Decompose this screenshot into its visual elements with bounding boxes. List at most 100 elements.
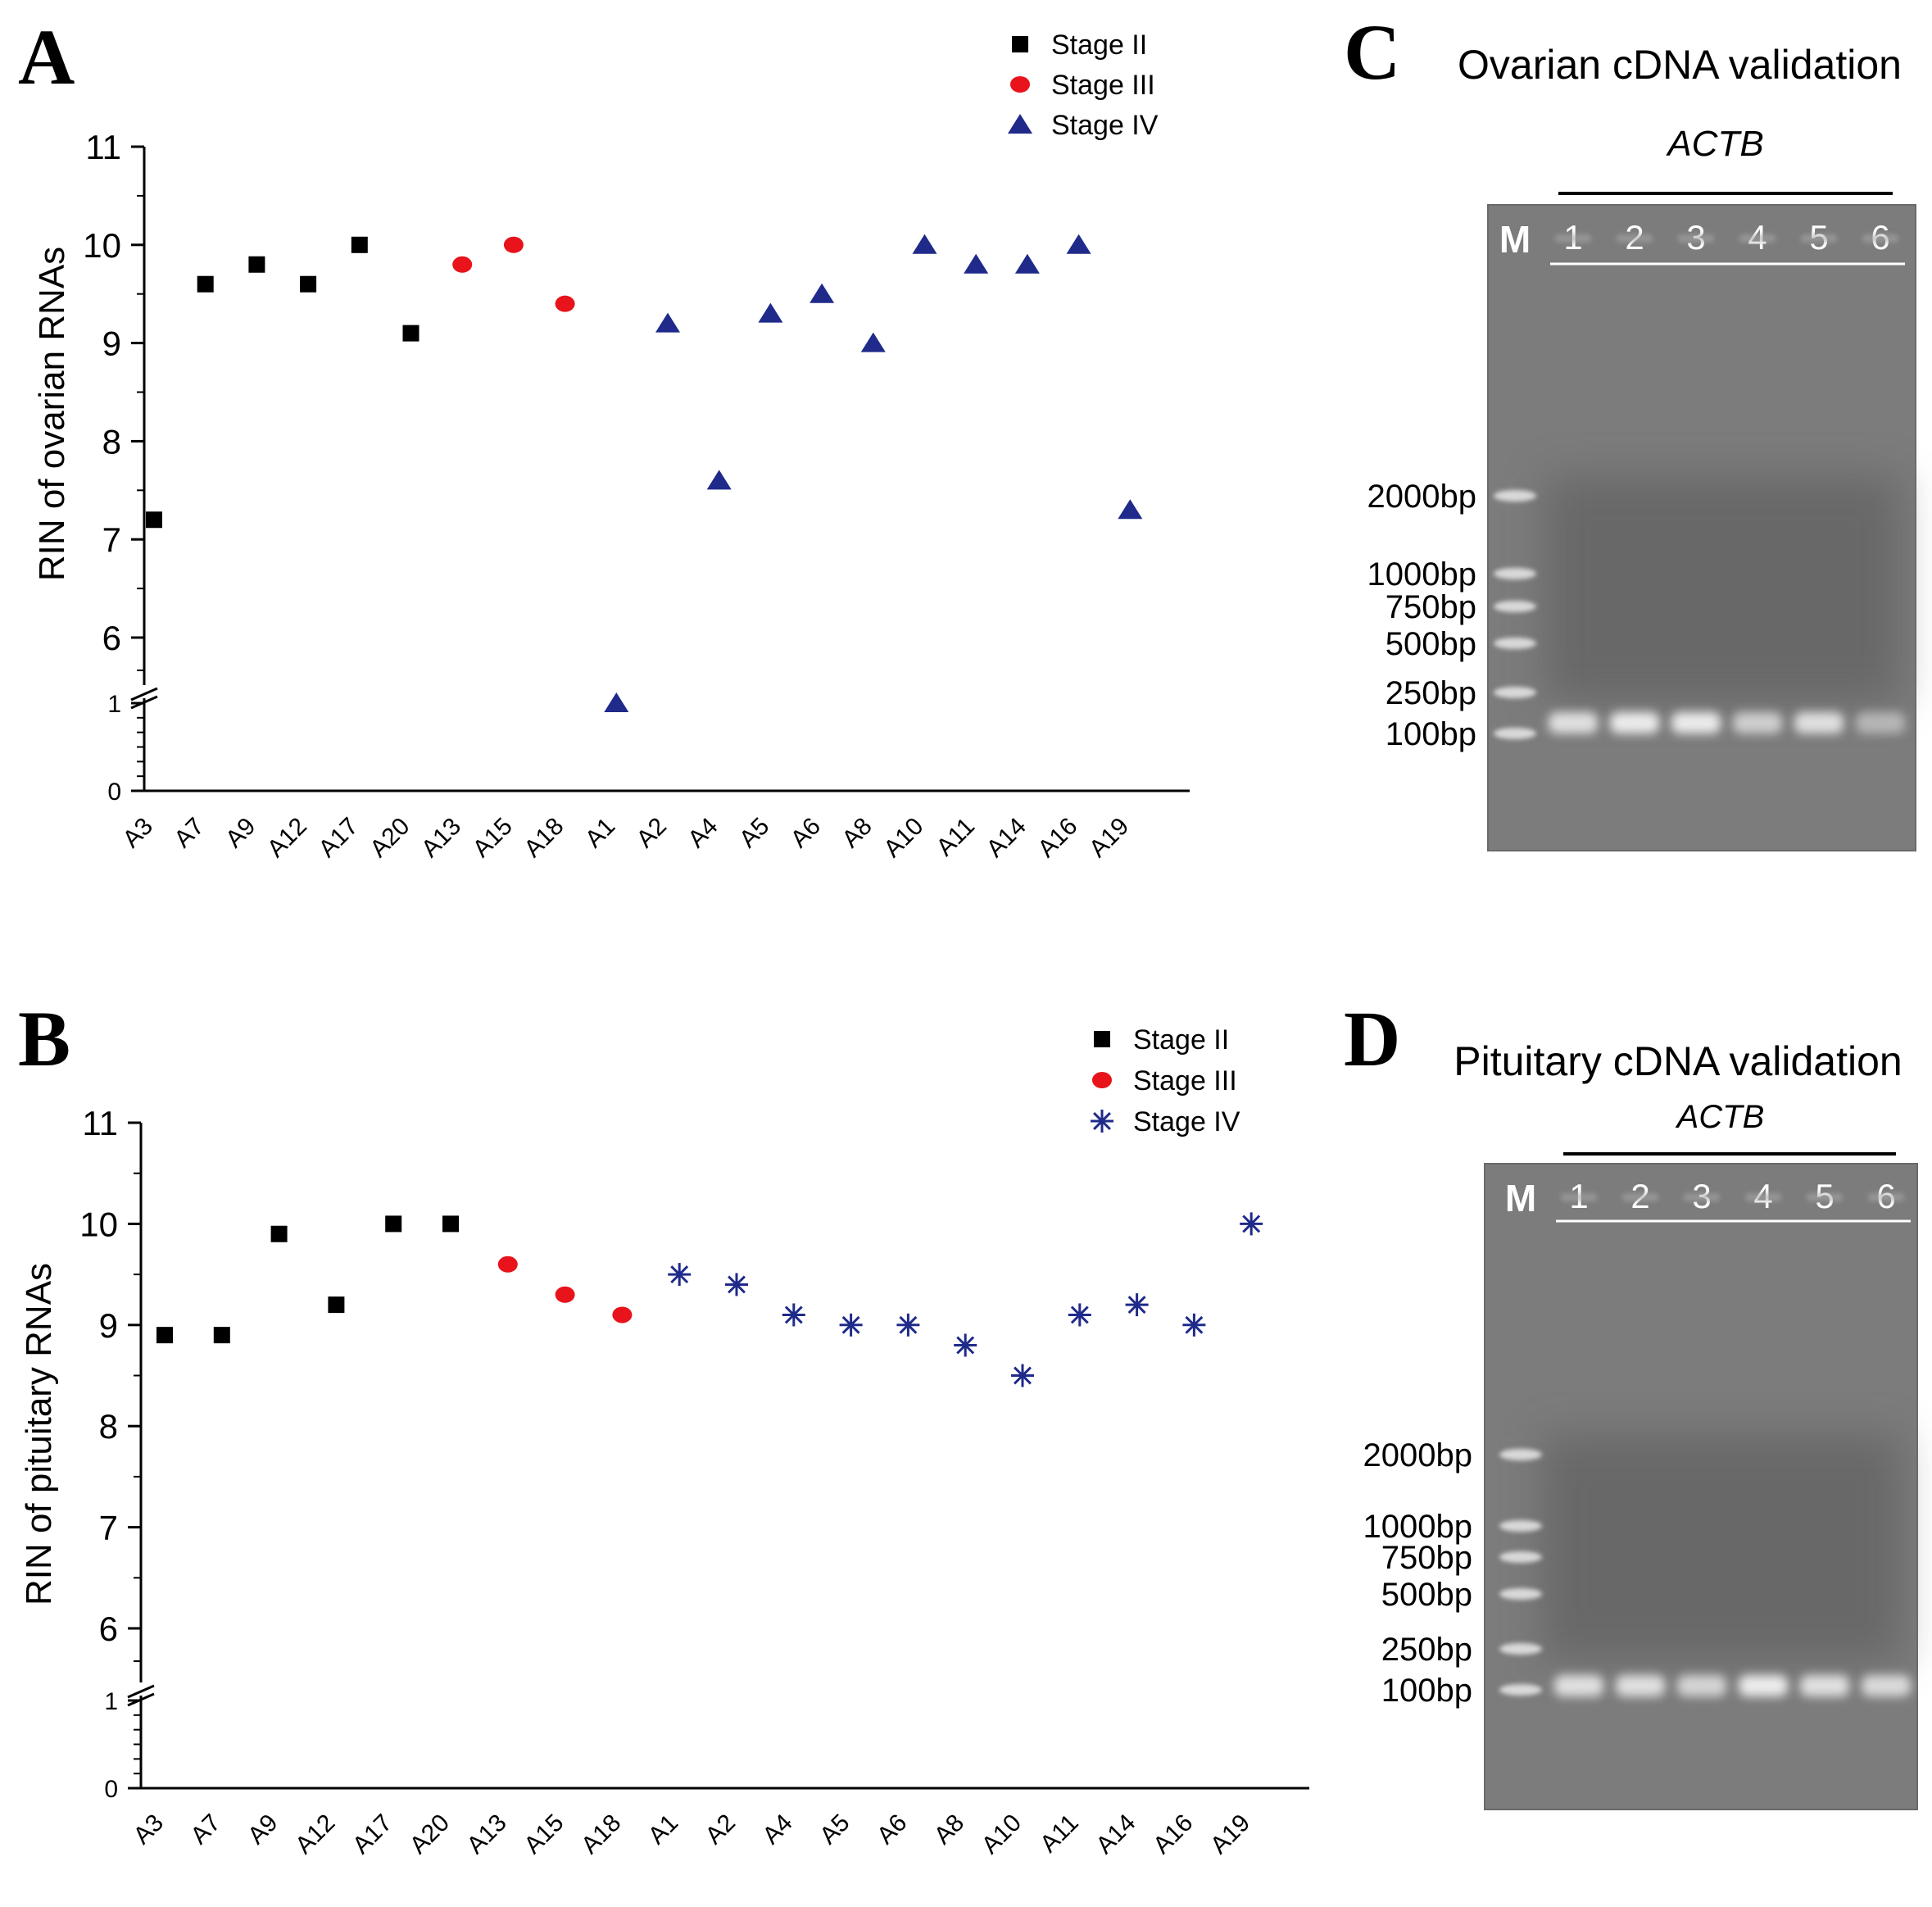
x-tick-label: A20	[405, 1809, 455, 1859]
ladder-band	[1499, 1551, 1542, 1563]
sample-band	[1677, 1675, 1726, 1696]
x-tick-label: A19	[1084, 813, 1134, 863]
legend-label: Stage IV	[1133, 1106, 1240, 1137]
axis-break-mark	[130, 687, 158, 702]
x-tick-label: A18	[576, 1809, 626, 1859]
ladder-band	[1494, 728, 1536, 739]
x-tick-label: A14	[1091, 1809, 1141, 1859]
ladder-label: 250bp	[1386, 675, 1476, 711]
gene-label-c: ACTB	[1665, 124, 1763, 164]
legend-marker	[1094, 1031, 1110, 1047]
y-tick-label: 1	[104, 1688, 118, 1715]
gel-title-c: Ovarian cDNA validation	[1458, 42, 1902, 88]
x-tick-label: A17	[347, 1809, 397, 1859]
ladder-band	[1499, 1684, 1542, 1696]
gel-border	[1484, 1163, 1918, 1810]
data-point	[1240, 1212, 1263, 1236]
x-tick-label: A5	[814, 1809, 855, 1850]
panel-label-b: B	[18, 995, 70, 1083]
ladder-band	[1499, 1643, 1542, 1655]
x-tick-label: A5	[734, 813, 774, 853]
data-point	[452, 256, 473, 273]
data-point	[758, 302, 783, 323]
ladder-band	[1499, 1588, 1542, 1600]
gel-panel-d: D Pituitary cDNA validation ACTB M 2000bp…	[1344, 995, 1918, 1810]
panel-label-c: C	[1344, 8, 1400, 96]
asterisk-stroke	[1093, 1112, 1111, 1130]
sample-well	[1622, 1193, 1658, 1201]
sample-band	[1671, 712, 1721, 733]
ladder-label: 2000bp	[1367, 479, 1476, 515]
axis-break-mark	[127, 1684, 155, 1699]
ladder-label: 750bp	[1386, 589, 1476, 625]
legend-label: Stage II	[1051, 30, 1147, 61]
sample-band	[1554, 1675, 1603, 1696]
series-stage-iii	[452, 236, 575, 312]
x-tick-label: A4	[683, 813, 723, 853]
asterisk-stroke	[784, 1305, 803, 1324]
x-tick-label: A6	[872, 1809, 912, 1850]
gel-smear	[1542, 1434, 1901, 1661]
x-tick-label: A12	[290, 1809, 340, 1859]
sample-well	[1739, 234, 1776, 243]
ladder-band	[1494, 490, 1536, 502]
series-stage-iv	[604, 234, 1143, 712]
y-tick-label: 0	[107, 779, 121, 806]
data-point	[1066, 234, 1091, 254]
data-point	[896, 1313, 920, 1337]
asterisk-stroke	[841, 1315, 860, 1334]
asterisk-stroke	[1127, 1296, 1146, 1314]
sample-band	[1794, 712, 1844, 733]
sample-band	[1610, 712, 1659, 733]
data-point	[1014, 253, 1040, 274]
gel-smear	[1545, 475, 1899, 702]
x-tick-label: A1	[580, 813, 620, 853]
plot-area-a: 0 1 6 7 8 9 10 11 A3 A7 A9 A12 A17 A20 A13 A15 A18 A1 A2 A4…	[83, 30, 1190, 863]
legend-marker	[1010, 76, 1030, 93]
data-point	[197, 275, 214, 293]
panel-label-a: A	[18, 13, 75, 101]
data-point	[385, 1215, 402, 1233]
legend-marker	[1091, 1110, 1113, 1133]
x-tick-label: A19	[1205, 1809, 1255, 1859]
x-tick-label: A18	[519, 813, 569, 863]
y-tick-label: 11	[85, 128, 121, 166]
ladder-band	[1499, 1449, 1542, 1460]
y-axis-label-a: RIN of ovarian RNAs	[32, 247, 72, 581]
ladder-label: 100bp	[1386, 716, 1476, 752]
sample-band	[1800, 1675, 1849, 1696]
gene-label-d: ACTB	[1676, 1099, 1765, 1135]
data-point	[146, 511, 162, 529]
series-stage-ii	[146, 236, 420, 529]
y-tick-label: 1	[107, 691, 121, 718]
x-tick-label: A6	[786, 813, 826, 853]
x-tick-label: A10	[878, 813, 928, 863]
x-tick-label: A7	[185, 1809, 225, 1850]
data-point	[604, 692, 629, 712]
data-point	[782, 1303, 805, 1327]
x-tick-label: A4	[757, 1809, 797, 1850]
sample-well	[1555, 234, 1591, 243]
legend-marker	[1008, 114, 1032, 134]
data-point	[964, 253, 989, 274]
x-tick-label: A11	[932, 813, 981, 862]
asterisk-stroke	[1014, 1366, 1032, 1385]
y-tick-label: 7	[99, 1509, 118, 1547]
x-tick-label: A13	[462, 1809, 512, 1859]
asterisk-stroke	[1242, 1215, 1261, 1233]
ladder-band	[1494, 601, 1536, 612]
x-tick-label: A14	[982, 813, 1032, 863]
ladder-label: 250bp	[1381, 1632, 1472, 1668]
series-stage-iii	[497, 1255, 633, 1324]
data-point	[612, 1306, 633, 1324]
data-point	[912, 234, 937, 254]
data-point	[555, 1286, 575, 1303]
data-point	[248, 256, 265, 273]
sample-well	[1807, 1193, 1843, 1201]
panel-label-d: D	[1344, 995, 1400, 1083]
data-point	[213, 1327, 230, 1344]
marker-lane-label: M	[1505, 1177, 1536, 1219]
ladder-label: 500bp	[1381, 1577, 1472, 1613]
sample-band	[1862, 1675, 1911, 1696]
